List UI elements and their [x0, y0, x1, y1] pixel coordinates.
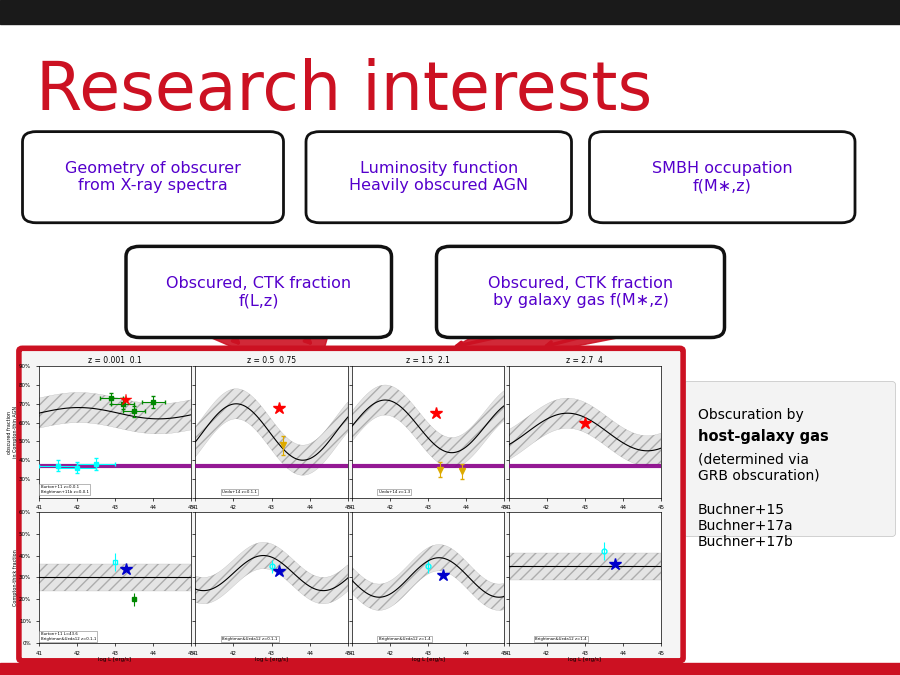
Text: Buchner+15
Buchner+17a
Buchner+17b: Buchner+15 Buchner+17a Buchner+17b	[698, 503, 794, 549]
Bar	[0, 0, 900, 24]
Text: (determined via
GRB obscuration): (determined via GRB obscuration)	[698, 452, 819, 483]
Text: Ueda+14 z=1-3: Ueda+14 z=1-3	[379, 490, 410, 494]
X-axis label: log L [erg/s]: log L [erg/s]	[255, 657, 288, 662]
Text: Geometry of obscurer
from X-ray spectra: Geometry of obscurer from X-ray spectra	[65, 161, 241, 193]
X-axis label: log L [erg/s]: log L [erg/s]	[568, 512, 601, 517]
Text: Burton+11 z=0-0.1
Brightman+11b z=0-0.1: Burton+11 z=0-0.1 Brightman+11b z=0-0.1	[40, 485, 88, 494]
Text: Obscuration by: Obscuration by	[698, 408, 803, 423]
Y-axis label: obscured fraction
in Compton-thin AGN: obscured fraction in Compton-thin AGN	[6, 406, 17, 458]
FancyBboxPatch shape	[19, 348, 683, 661]
Text: Brightman&Ueda12 z=1-4: Brightman&Ueda12 z=1-4	[536, 637, 587, 641]
FancyBboxPatch shape	[22, 132, 284, 223]
FancyBboxPatch shape	[436, 246, 724, 338]
Text: Luminosity function
Heavily obscured AGN: Luminosity function Heavily obscured AGN	[349, 161, 528, 193]
Polygon shape	[450, 327, 671, 350]
Text: SMBH occupation
f(M∗,z): SMBH occupation f(M∗,z)	[652, 161, 793, 193]
FancyBboxPatch shape	[126, 246, 392, 338]
Text: Ueda+14 z=0.1-1: Ueda+14 z=0.1-1	[222, 490, 257, 494]
X-axis label: log L [erg/s]: log L [erg/s]	[98, 657, 131, 662]
Text: Obscured, CTK fraction
by galaxy gas f(M∗,z): Obscured, CTK fraction by galaxy gas f(M…	[488, 276, 673, 308]
Bar	[0, 663, 900, 675]
Text: Burton+11 L=43.6
Brightman&Ueda12 z=0.1-1: Burton+11 L=43.6 Brightman&Ueda12 z=0.1-…	[40, 632, 96, 641]
X-axis label: log L [erg/s]: log L [erg/s]	[411, 657, 445, 662]
Title: z = 0.001  0.1: z = 0.001 0.1	[88, 356, 142, 365]
Title: z = 0.5  0.75: z = 0.5 0.75	[247, 356, 296, 365]
Title: z = 1.5  2.1: z = 1.5 2.1	[406, 356, 450, 365]
FancyBboxPatch shape	[306, 132, 572, 223]
Polygon shape	[187, 327, 330, 350]
Text: Brightman&Ueda12 z=1-4: Brightman&Ueda12 z=1-4	[379, 637, 430, 641]
X-axis label: log L [erg/s]: log L [erg/s]	[98, 512, 131, 517]
Text: Brightman&Ueda12 z=0.1-1: Brightman&Ueda12 z=0.1-1	[222, 637, 277, 641]
Text: Obscured, CTK fraction
f(L,z): Obscured, CTK fraction f(L,z)	[166, 276, 351, 308]
Text: host-galaxy gas: host-galaxy gas	[698, 429, 828, 443]
FancyBboxPatch shape	[684, 381, 896, 537]
X-axis label: log L [erg/s]: log L [erg/s]	[255, 512, 288, 517]
Title: z = 2.7  4: z = 2.7 4	[566, 356, 603, 365]
FancyBboxPatch shape	[590, 132, 855, 223]
Text: Research interests: Research interests	[36, 58, 652, 124]
Y-axis label: Compton-thick fraction: Compton-thick fraction	[13, 549, 17, 606]
X-axis label: log L [erg/s]: log L [erg/s]	[568, 657, 601, 662]
X-axis label: log L [erg/s]: log L [erg/s]	[411, 512, 445, 517]
